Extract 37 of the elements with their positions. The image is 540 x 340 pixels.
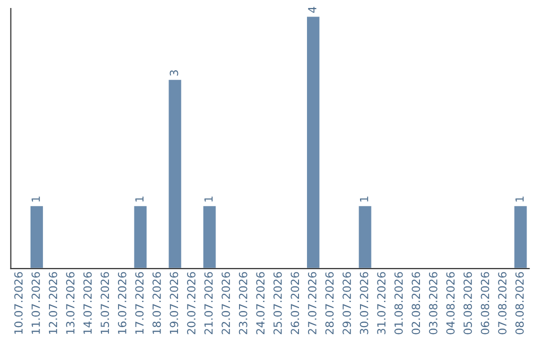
x-tick-label: 08.08.2026 [515,272,524,334]
x-tick-label: 06.08.2026 [480,272,490,334]
x-tick-label: 25.07.2026 [273,272,282,334]
data-label: 1 [360,196,368,202]
x-tick-label: 02.08.2026 [412,272,420,334]
data-label: 1 [32,196,40,202]
x-tick-label: 21.07.2026 [204,272,213,334]
x-tick-label: 04.08.2026 [446,272,455,334]
x-tick-label: 17.07.2026 [135,272,144,334]
x-tick-label: 10.07.2026 [14,272,23,334]
x-tick-label: 16.07.2026 [118,272,126,334]
data-label: 3 [170,70,178,76]
x-tick-label: 20.07.2026 [187,272,196,334]
x-tick-label: 22.07.2026 [222,272,230,334]
x-tick-label: 05.08.2026 [464,272,472,334]
x-tick-label: 14.07.2026 [83,272,92,334]
data-label: 1 [135,196,144,202]
x-tick-label: 11.07.2026 [32,272,40,334]
x-tick-label: 07.08.2026 [498,272,507,334]
x-tick-label: 13.07.2026 [66,272,75,334]
x-tick-label: 01.08.2026 [394,272,403,334]
x-tick-label: 31.07.2026 [377,272,386,334]
x-tick-label: 12.07.2026 [48,272,58,334]
x-tick-label: 19.07.2026 [170,272,178,334]
x-tick-label: 24.07.2026 [256,272,265,334]
data-label: 1 [516,196,524,202]
data-label: 4 [308,6,316,13]
x-tick-label: 28.07.2026 [325,272,334,334]
x-tick-label: 30.07.2026 [360,272,368,334]
x-tick-label: 03.08.2026 [428,272,438,334]
data-label: 1 [204,196,213,202]
x-tick-label: 18.07.2026 [152,272,161,334]
x-tick-label: 26.07.2026 [290,272,300,334]
x-tick-label: 27.07.2026 [308,272,316,334]
x-tick-label: 29.07.2026 [342,272,351,334]
x-tick-label: 15.07.2026 [100,272,110,334]
x-tick-label: 23.07.2026 [238,272,248,334]
